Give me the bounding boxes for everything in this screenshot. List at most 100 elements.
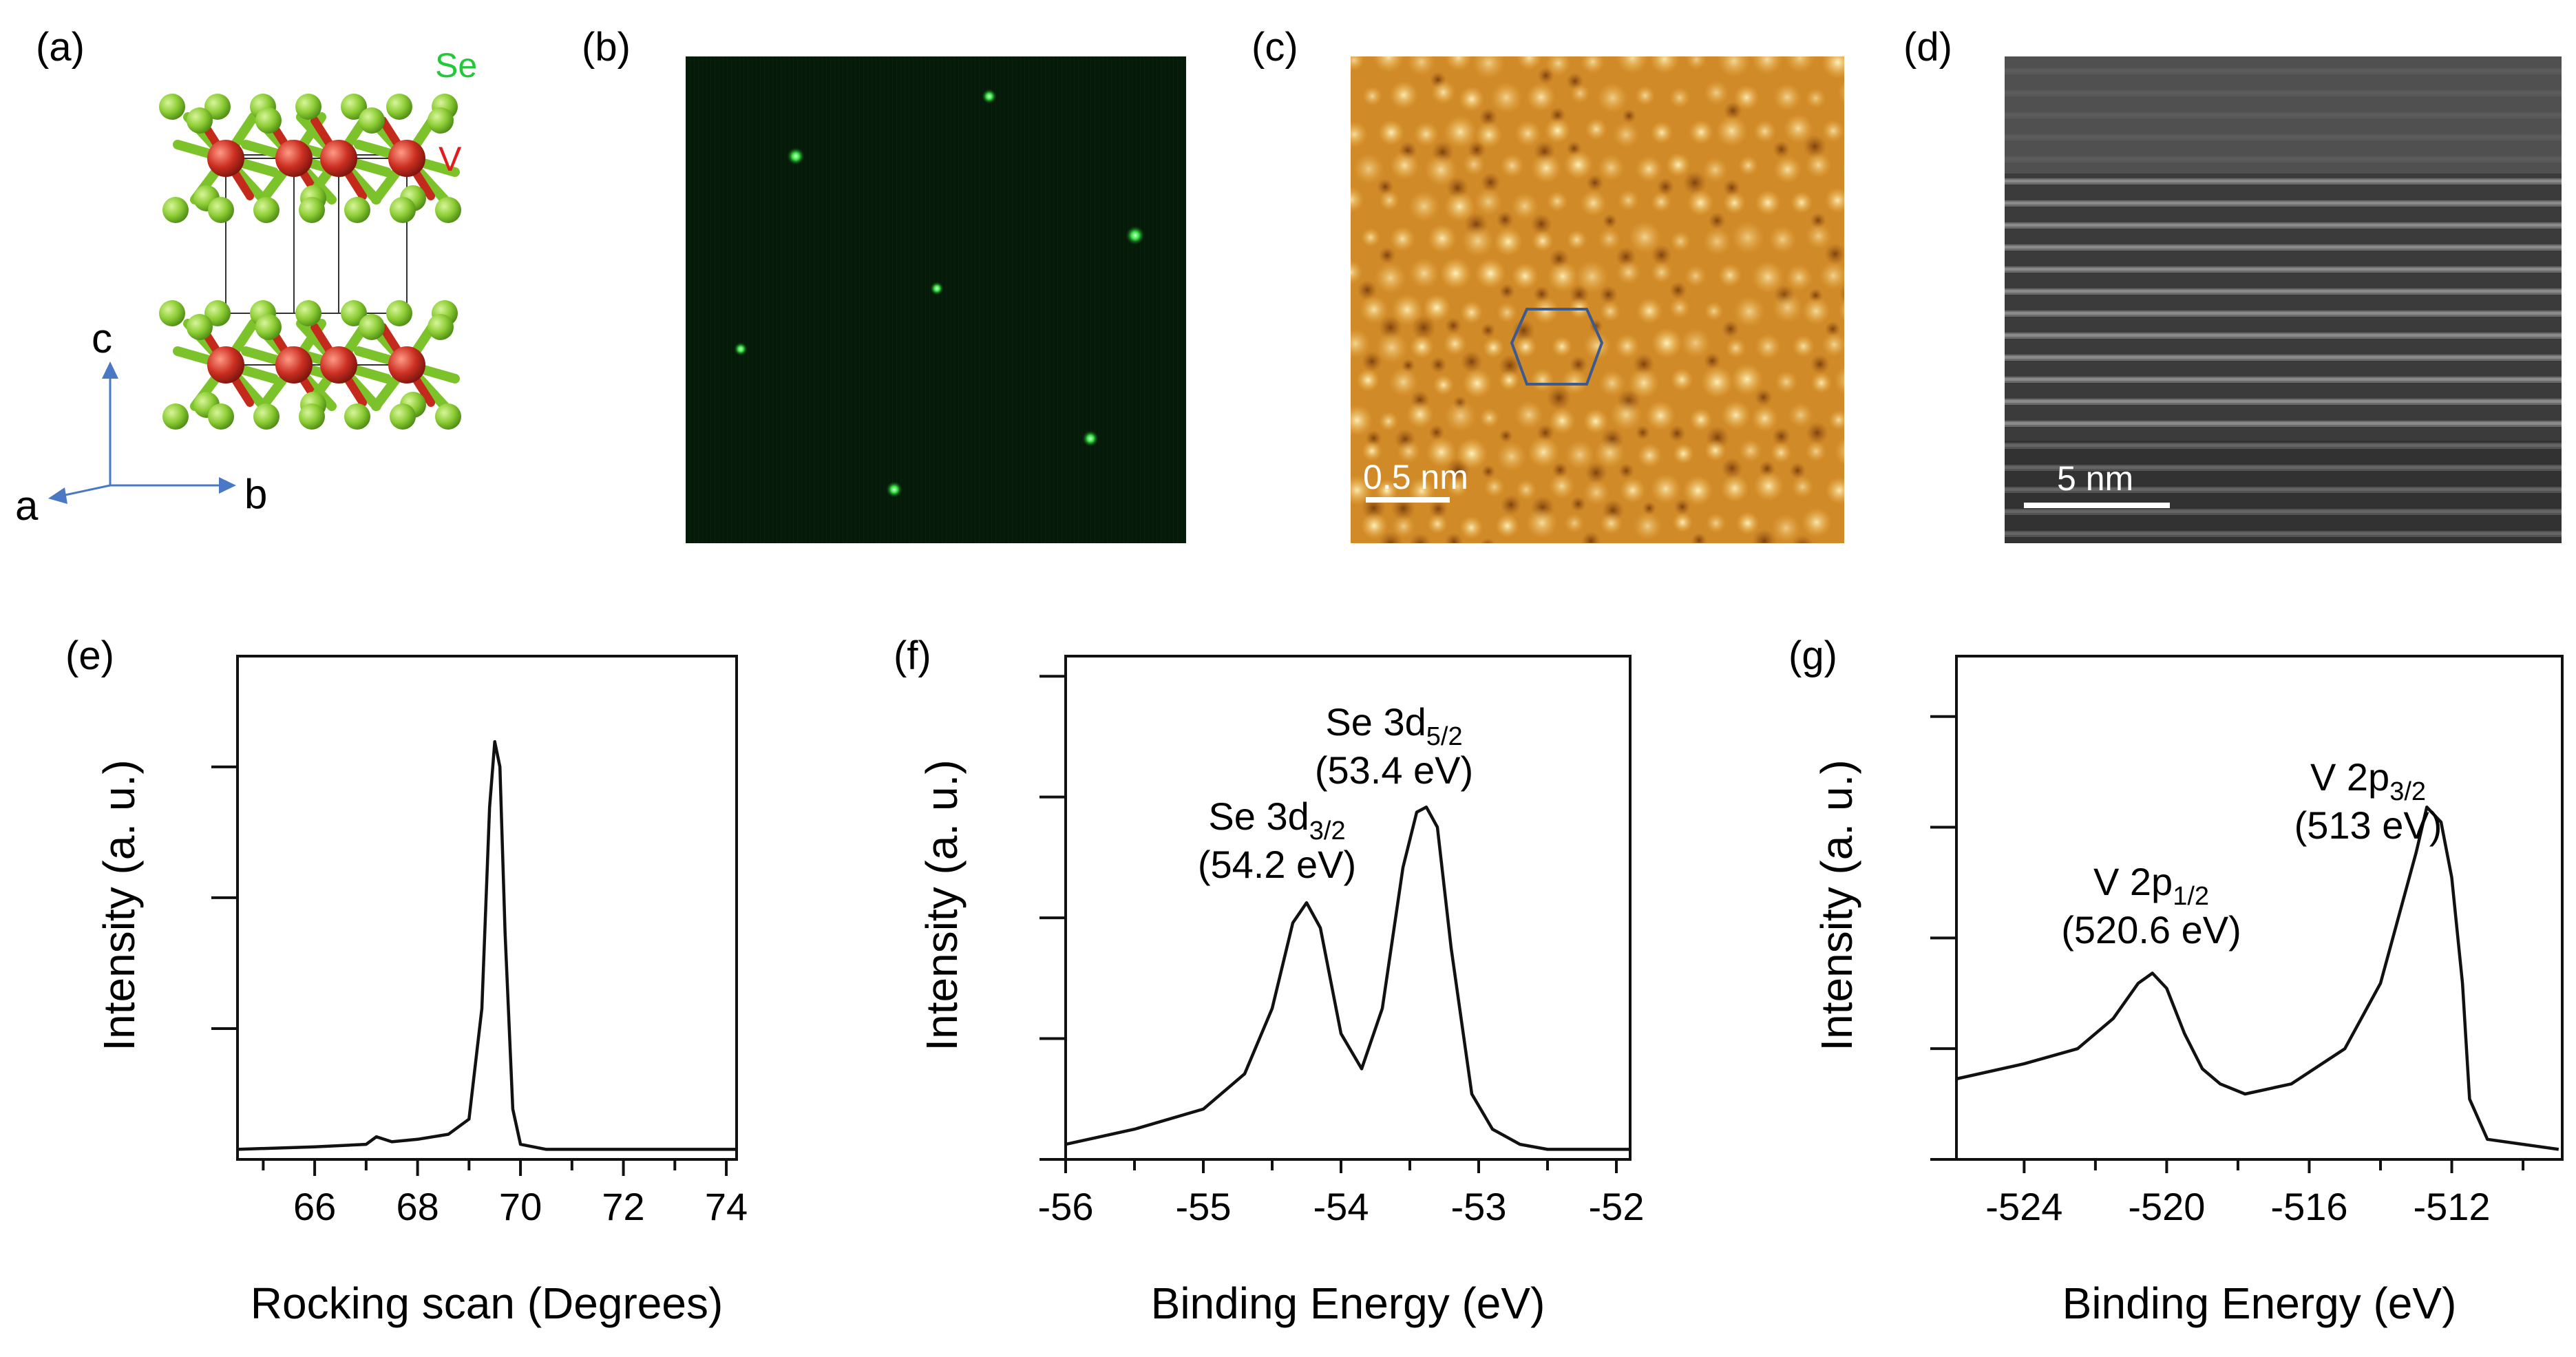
- stm-protrusion: [1462, 368, 1492, 399]
- peak-energy-label: (520.6 eV): [2061, 908, 2241, 951]
- stm-protrusion: [1805, 151, 1832, 178]
- y-axis-label: Intensity (a. u.): [1812, 759, 1861, 1051]
- stm-protrusion: [1430, 80, 1456, 105]
- stm-depression: [1570, 496, 1587, 512]
- stm-protrusion: [1570, 83, 1590, 104]
- stm-protrusion: [1392, 514, 1415, 538]
- stm-protrusion: [1566, 229, 1587, 251]
- stm-depression: [1479, 107, 1498, 127]
- se-atom: [427, 107, 454, 134]
- stm-depression: [1378, 246, 1396, 264]
- stm-protrusion: [1456, 437, 1488, 470]
- peak-energy-label: (54.2 eV): [1198, 843, 1356, 886]
- stm-protrusion: [1847, 518, 1866, 538]
- stm-protrusion: [1490, 81, 1523, 114]
- stm-protrusion: [1561, 368, 1588, 395]
- stm-protrusion: [1526, 83, 1556, 112]
- c-axis-label: c: [92, 315, 112, 361]
- stm-protrusion: [1838, 81, 1844, 104]
- peak-energy-label: (53.4 eV): [1315, 748, 1473, 792]
- stm-protrusion: [1773, 83, 1802, 112]
- stm-protrusion: [1459, 86, 1485, 112]
- panel-label-g: (g): [1788, 633, 1837, 678]
- stm-depression: [1788, 462, 1806, 479]
- stm-protrusion: [1786, 264, 1813, 291]
- se-atom: [386, 94, 412, 120]
- se-atom: [162, 403, 189, 430]
- stm-protrusion: [1689, 408, 1713, 432]
- stm-protrusion: [1733, 85, 1760, 111]
- stm-protrusion: [1475, 187, 1503, 216]
- stm-protrusion: [1459, 516, 1484, 540]
- stm-protrusion: [1563, 150, 1593, 180]
- stm-protrusion: [1834, 366, 1844, 395]
- stm-protrusion: [1731, 363, 1763, 396]
- stm-protrusion: [1356, 368, 1380, 392]
- stm-protrusion: [1731, 220, 1764, 254]
- stm-protrusion: [1410, 335, 1434, 359]
- stm-protrusion: [1720, 474, 1749, 503]
- stm-protrusion: [1484, 476, 1505, 498]
- se-atom: [341, 300, 367, 326]
- stm-protrusion: [1669, 87, 1691, 109]
- stm-depression: [1791, 534, 1814, 543]
- axes-indicator: c a b: [15, 315, 267, 529]
- panel-label: (b): [582, 25, 631, 70]
- panel-label-e: (e): [65, 633, 114, 678]
- stm-depression: [1411, 315, 1437, 340]
- tem-top-region: [2005, 56, 2562, 173]
- panel-a: (a) Se V c a b: [15, 25, 477, 529]
- stm-protrusion: [1351, 120, 1368, 148]
- x-axis-label: Rocking scan (Degrees): [251, 1279, 724, 1328]
- stm-protrusion: [1736, 512, 1760, 535]
- stm-protrusion: [1444, 400, 1477, 432]
- stm-protrusion: [1650, 474, 1681, 505]
- panel-c: (c) 0.5 nm: [1252, 25, 1877, 543]
- stm-depression: [1674, 498, 1691, 516]
- panel-label: (a): [36, 25, 85, 70]
- stm-protrusion: [1721, 400, 1751, 430]
- stm-depression: [1691, 532, 1707, 543]
- diffraction-spot: [930, 282, 944, 295]
- stm-protrusion: [1686, 56, 1707, 70]
- stm-protrusion: [1581, 56, 1605, 74]
- scalebar-label: 0.5 nm: [1363, 458, 1468, 496]
- stm-depression: [1651, 244, 1672, 266]
- y-axis-label: Intensity (a. u.): [917, 759, 967, 1051]
- stm-protrusion: [1496, 302, 1518, 324]
- stm-depression: [1585, 461, 1607, 484]
- stm-depression: [1481, 464, 1496, 479]
- stm-protrusion: [1564, 513, 1585, 534]
- stm-protrusion: [1628, 367, 1660, 399]
- se-atom: [162, 197, 189, 223]
- v-atom: [320, 140, 357, 177]
- se-atom: [208, 197, 234, 223]
- scalebar-label: 5 nm: [2057, 459, 2133, 498]
- stm-protrusion: [1805, 87, 1826, 109]
- stm-depression: [1480, 172, 1501, 193]
- stm-protrusion: [1702, 227, 1732, 256]
- stm-protrusion: [1500, 154, 1525, 178]
- stm-protrusion: [1515, 478, 1537, 501]
- stm-protrusion: [1552, 336, 1573, 357]
- y-axis-label: Intensity (a. u.): [94, 759, 144, 1051]
- a-axis-arrowhead: [48, 487, 67, 504]
- stm-depression: [1857, 388, 1877, 408]
- stm-depression: [1772, 140, 1791, 158]
- stm-protrusion: [1645, 401, 1676, 431]
- v-atom: [388, 346, 425, 383]
- stm-protrusion: [1389, 81, 1419, 109]
- stm-depression: [1703, 352, 1721, 370]
- stm-protrusion: [1672, 443, 1694, 465]
- stm-protrusion: [1706, 513, 1727, 534]
- stm-protrusion: [1351, 404, 1373, 436]
- stm-protrusion: [1733, 295, 1765, 328]
- stm-protrusion: [1443, 332, 1467, 356]
- stm-protrusion: [1824, 187, 1844, 213]
- stm-depression: [1530, 213, 1552, 235]
- stm-protrusion: [1788, 402, 1813, 428]
- stm-protrusion: [1755, 333, 1782, 360]
- x-tick-label: -56: [1038, 1185, 1094, 1228]
- x-tick-label: 74: [705, 1185, 748, 1228]
- x-tick-label: -52: [1589, 1185, 1645, 1228]
